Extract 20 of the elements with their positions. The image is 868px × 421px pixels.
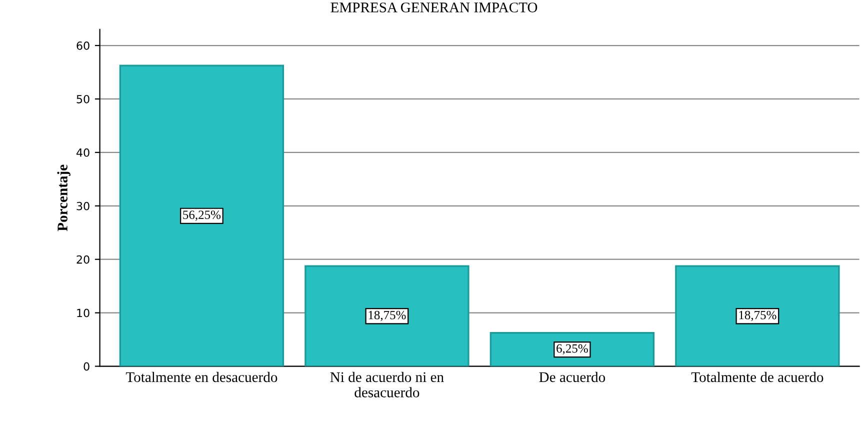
y-tick-label: 50: [76, 94, 90, 104]
y-tick-label: 20: [76, 255, 90, 264]
y-axis-title: Porcentaje: [57, 164, 70, 232]
x-tick-label: De acuerdo: [539, 372, 606, 382]
bar: [304, 265, 470, 366]
y-tick-label: 0: [84, 362, 90, 371]
x-tick-label: Totalmente de acuerdo: [691, 372, 824, 382]
data-label: 6,25%: [556, 344, 588, 354]
data-label: 18,75%: [739, 310, 776, 322]
y-tick-label: 30: [76, 202, 90, 210]
bar: [675, 265, 840, 366]
y-tick-label: 60: [76, 41, 90, 50]
data-label: 18,75%: [368, 310, 406, 322]
y-tick-label: 10: [77, 308, 90, 318]
chart-title: EMPRESA GENERAN IMPACTO: [330, 2, 538, 12]
x-tick-label: Totalmente en desacuerdo: [126, 372, 278, 382]
bar: [119, 64, 284, 366]
y-tick-label: 40: [76, 148, 90, 157]
x-tick-label: Ni de acuerdo ni en desacuerdo: [330, 372, 444, 398]
data-label: 56,25%: [183, 210, 221, 221]
